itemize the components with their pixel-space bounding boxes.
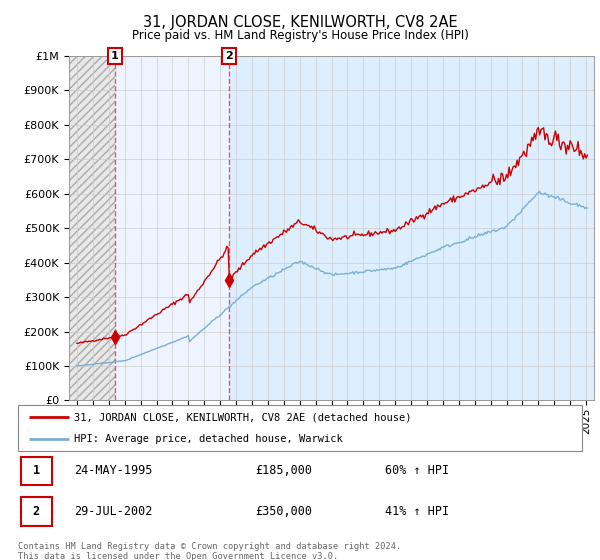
Text: Contains HM Land Registry data © Crown copyright and database right 2024.
This d: Contains HM Land Registry data © Crown c…: [18, 542, 401, 560]
Text: £185,000: £185,000: [255, 464, 312, 478]
Text: 29-JUL-2002: 29-JUL-2002: [74, 505, 153, 519]
Text: Price paid vs. HM Land Registry's House Price Index (HPI): Price paid vs. HM Land Registry's House …: [131, 29, 469, 42]
Text: 2: 2: [33, 505, 40, 519]
Bar: [229, 56, 594, 400]
Bar: [69, 56, 115, 400]
Text: 60% ↑ HPI: 60% ↑ HPI: [385, 464, 449, 478]
Text: 1: 1: [33, 464, 40, 478]
Text: 24-MAY-1995: 24-MAY-1995: [74, 464, 153, 478]
Text: 31, JORDAN CLOSE, KENILWORTH, CV8 2AE (detached house): 31, JORDAN CLOSE, KENILWORTH, CV8 2AE (d…: [74, 412, 412, 422]
Text: HPI: Average price, detached house, Warwick: HPI: Average price, detached house, Warw…: [74, 435, 343, 444]
FancyBboxPatch shape: [21, 497, 52, 526]
Text: 31, JORDAN CLOSE, KENILWORTH, CV8 2AE: 31, JORDAN CLOSE, KENILWORTH, CV8 2AE: [143, 15, 457, 30]
FancyBboxPatch shape: [18, 405, 582, 451]
Text: £350,000: £350,000: [255, 505, 312, 519]
FancyBboxPatch shape: [21, 456, 52, 486]
Text: 1: 1: [111, 51, 119, 61]
Text: 2: 2: [226, 51, 233, 61]
Bar: [115, 56, 229, 400]
Text: 41% ↑ HPI: 41% ↑ HPI: [385, 505, 449, 519]
